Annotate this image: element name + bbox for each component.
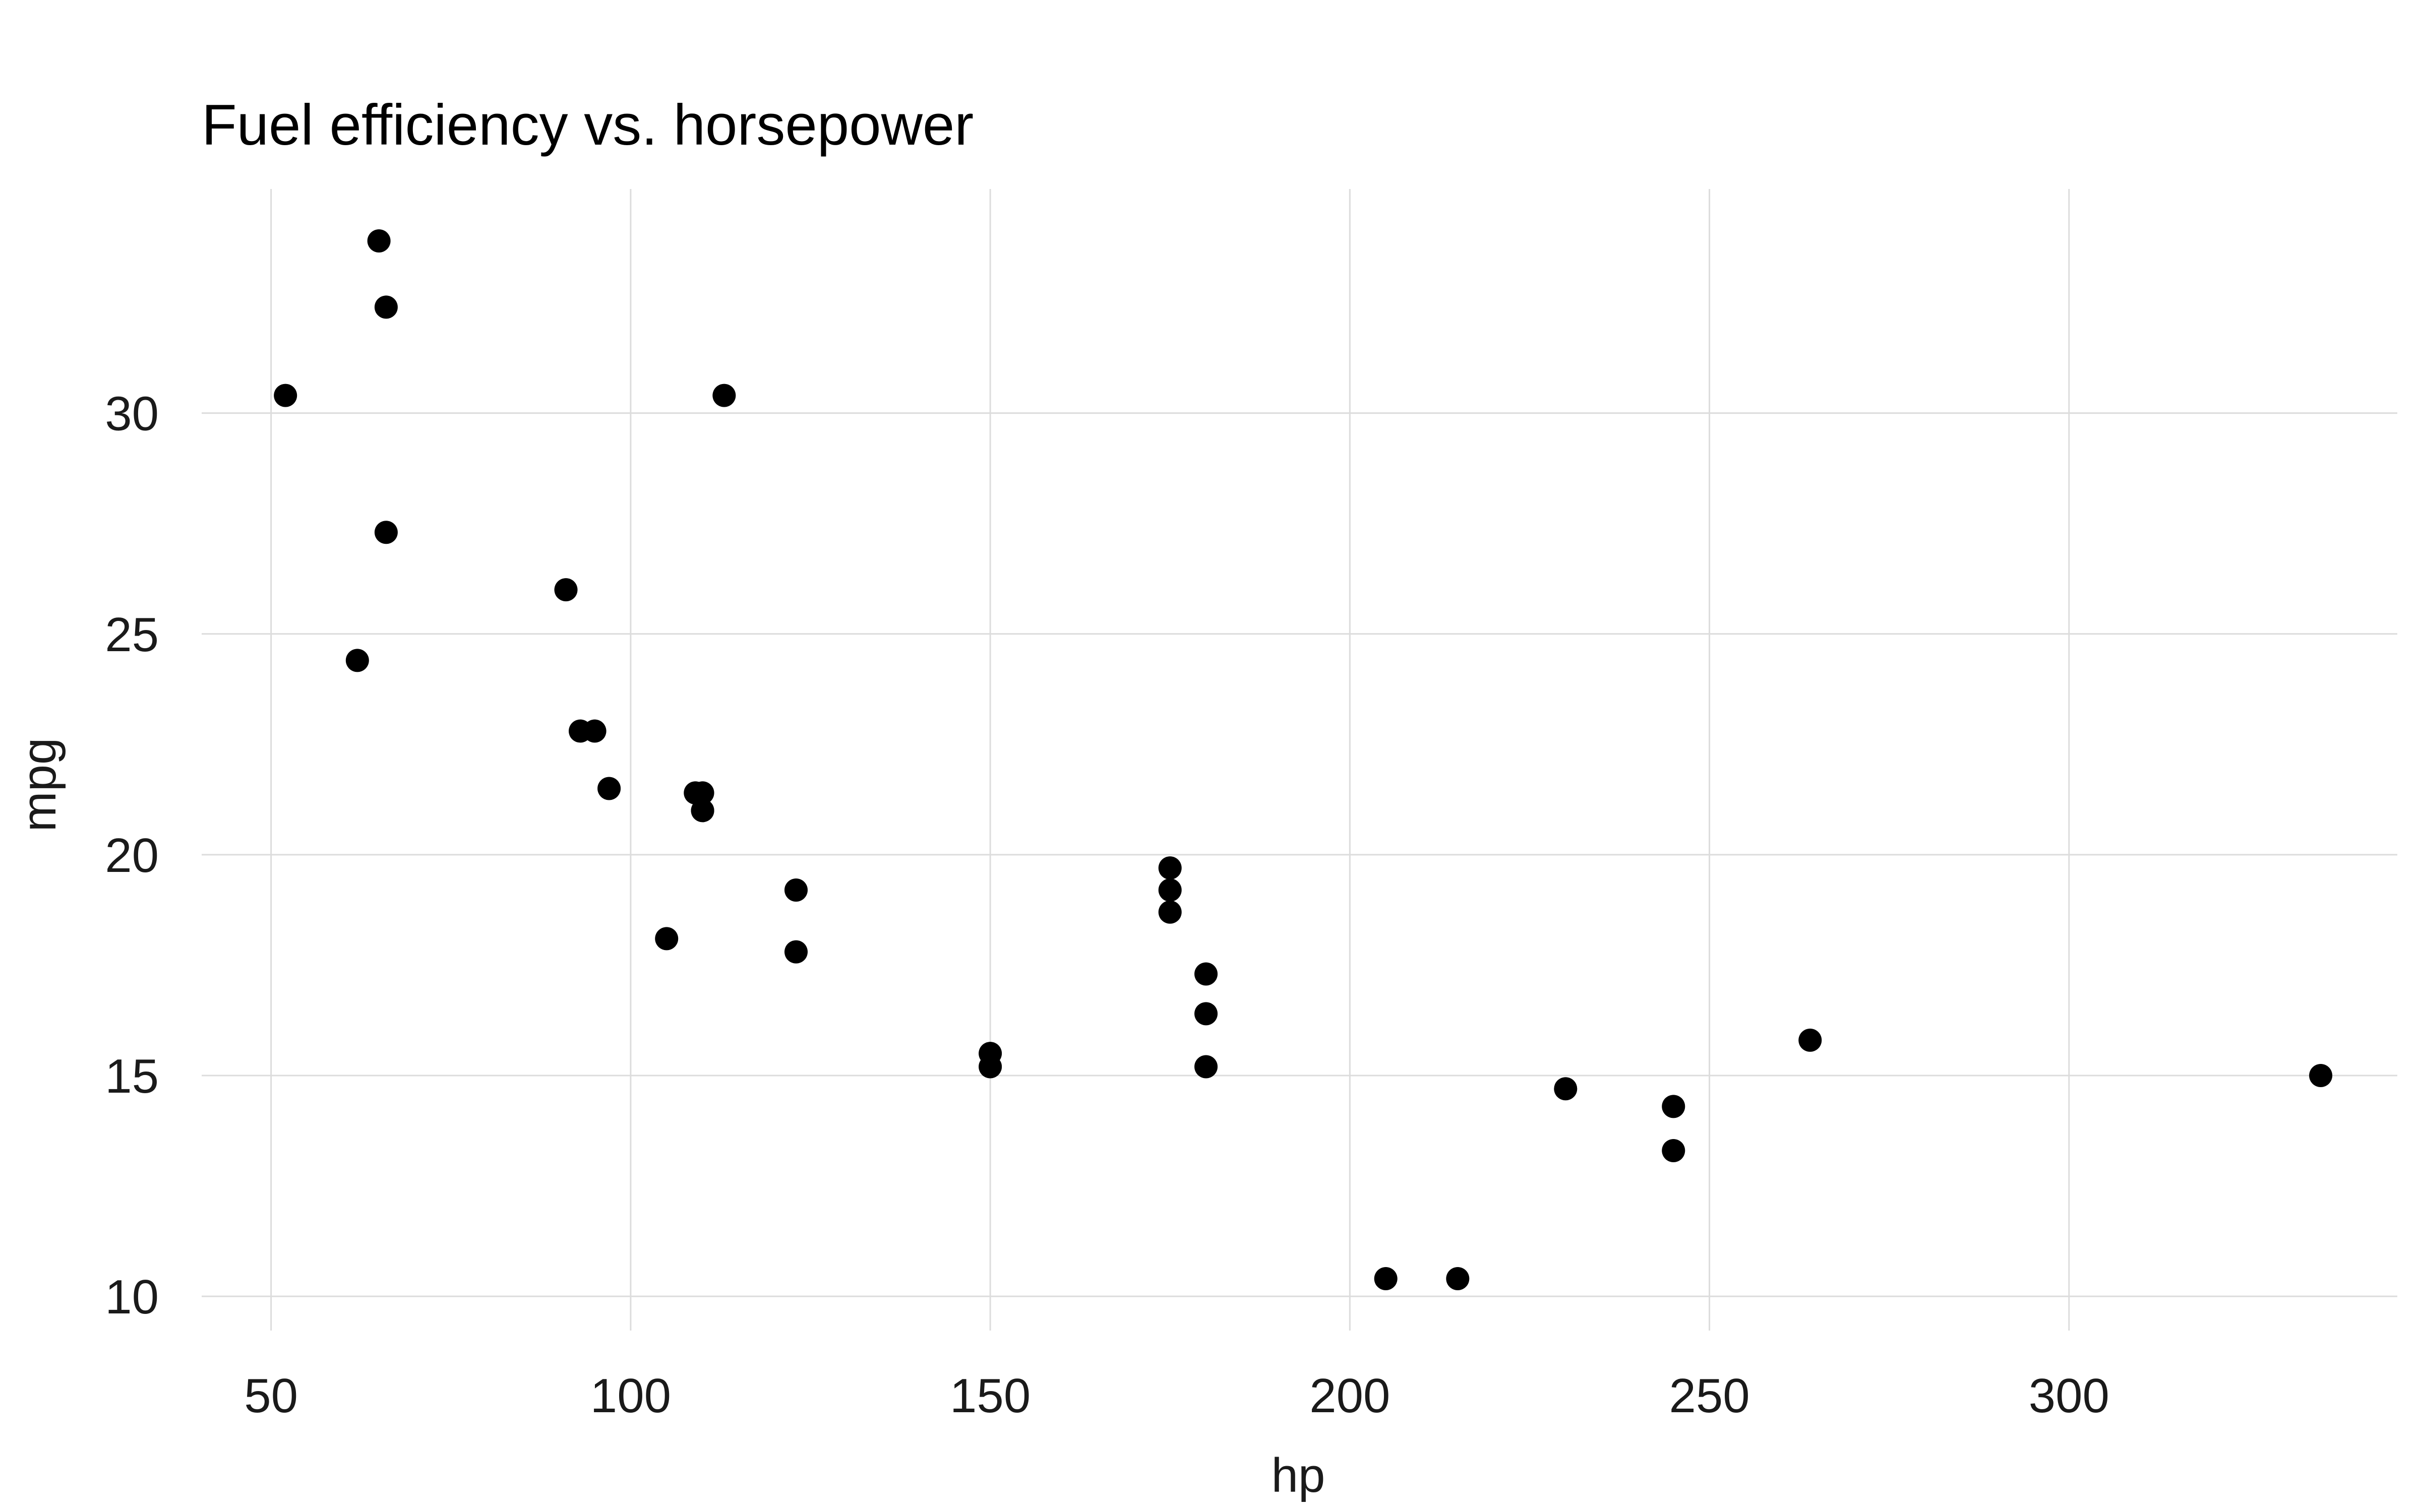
data-point — [274, 384, 297, 407]
data-point — [345, 649, 369, 672]
y-tick-label: 20 — [105, 829, 159, 883]
x-tick-label: 100 — [590, 1369, 671, 1423]
data-point — [1798, 1028, 1822, 1052]
data-point — [655, 927, 679, 951]
data-point — [2309, 1063, 2333, 1087]
y-tick-label: 25 — [105, 608, 159, 662]
data-point — [1158, 856, 1182, 880]
data-point — [1662, 1139, 1685, 1162]
data-point — [554, 578, 578, 602]
x-tick-label: 150 — [950, 1369, 1031, 1423]
data-point — [684, 781, 707, 805]
data-point — [1194, 1055, 1218, 1079]
x-tick-label: 50 — [244, 1369, 298, 1423]
data-point — [367, 229, 391, 253]
x-tick-label: 300 — [2029, 1369, 2109, 1423]
data-point — [1662, 1095, 1685, 1118]
data-point — [1554, 1077, 1578, 1101]
data-point — [597, 777, 621, 800]
data-point — [784, 878, 808, 902]
data-point — [712, 384, 736, 407]
y-tick-label: 15 — [105, 1049, 159, 1103]
data-point — [374, 521, 398, 544]
x-tick-label: 250 — [1669, 1369, 1749, 1423]
data-point — [374, 295, 398, 319]
data-point — [583, 719, 607, 743]
y-axis-title: mpg — [12, 738, 66, 832]
x-axis-title: hp — [1272, 1448, 1325, 1502]
tick-labels: 50 100 150 200 250 300 10 15 20 25 30 — [105, 387, 2109, 1423]
data-point — [979, 1055, 1002, 1079]
chart-title: Fuel efficiency vs. horsepower — [202, 93, 974, 157]
data-point — [1194, 962, 1218, 986]
data-point — [1446, 1267, 1470, 1291]
data-point — [784, 940, 808, 964]
data-point — [691, 799, 714, 823]
y-tick-label: 30 — [105, 387, 159, 441]
data-point — [1374, 1267, 1398, 1291]
grid — [202, 189, 2397, 1331]
x-tick-label: 200 — [1309, 1369, 1390, 1423]
data-point — [1194, 1002, 1218, 1026]
data-points — [274, 229, 2333, 1291]
y-tick-label: 10 — [105, 1270, 159, 1324]
data-point — [1158, 878, 1182, 902]
data-point — [1158, 900, 1182, 924]
